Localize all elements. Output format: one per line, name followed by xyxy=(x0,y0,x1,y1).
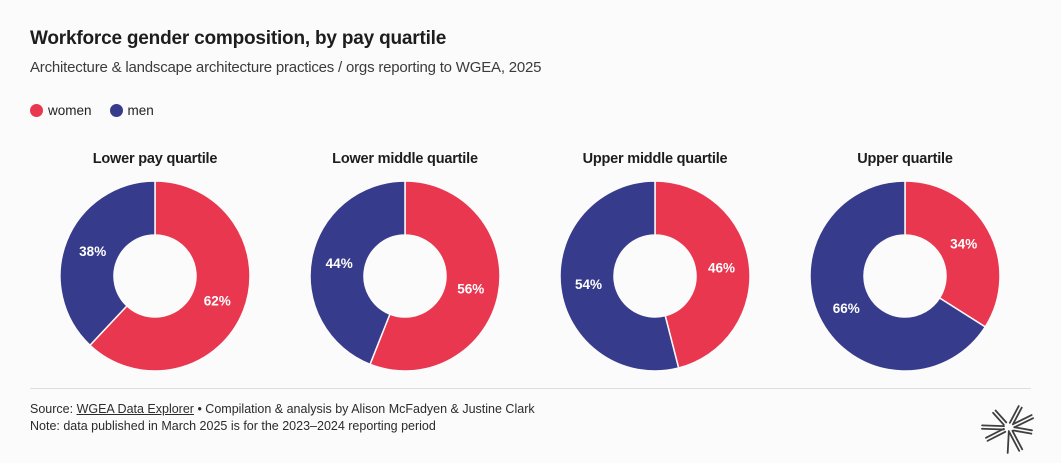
legend-label-men: men xyxy=(127,103,154,118)
men-legend-dot-icon xyxy=(109,104,123,117)
legend-item-men: men xyxy=(109,103,154,118)
men-percent-label: 44% xyxy=(326,256,353,271)
women-slice xyxy=(654,180,751,369)
source-credit: Compilation & analysis by Alison McFadye… xyxy=(205,402,535,416)
women-slice xyxy=(89,180,251,372)
footer-divider xyxy=(30,388,1031,389)
legend-item-women: women xyxy=(30,103,92,118)
donut-chart-block: Upper middle quartile 46% 54% xyxy=(530,150,780,372)
donut-title: Lower pay quartile xyxy=(92,151,218,167)
donut-title: Upper quartile xyxy=(857,151,953,167)
donut-charts-row: Lower pay quartile 62% 38% Lower middle qua… xyxy=(30,150,1031,372)
donut-chart: 56% 44% xyxy=(309,180,501,372)
donut-chart: 46% 54% xyxy=(559,180,751,372)
donut-chart: 34% 66% xyxy=(809,180,1001,372)
parlour-logo-icon xyxy=(981,405,1035,454)
men-percent-label: 54% xyxy=(575,277,602,292)
men-slice xyxy=(809,180,986,372)
donut-chart: 62% 38% xyxy=(59,180,251,372)
source-link[interactable]: WGEA Data Explorer xyxy=(76,402,194,416)
women-slice xyxy=(369,180,501,372)
women-percent-label: 56% xyxy=(457,281,484,296)
donut-chart-block: Upper quartile 34% 66% xyxy=(780,150,1030,372)
women-legend-dot-icon xyxy=(30,104,43,117)
women-percent-label: 34% xyxy=(950,236,977,251)
source-prefix: Source: xyxy=(30,402,77,416)
legend-label-women: women xyxy=(48,103,92,118)
footer: Source: WGEA Data Explorer • Compilation… xyxy=(30,401,535,435)
legend: women men xyxy=(30,103,154,118)
women-percent-label: 46% xyxy=(708,260,735,275)
men-slice xyxy=(559,180,680,372)
note-line: Note: data published in March 2025 is fo… xyxy=(30,419,436,433)
donut-title: Upper middle quartile xyxy=(582,151,728,167)
donut-chart-block: Lower pay quartile 62% 38% xyxy=(30,150,280,372)
chart-subtitle: Architecture & landscape architecture pr… xyxy=(30,59,542,76)
men-slice xyxy=(309,180,406,366)
men-percent-label: 38% xyxy=(79,244,106,259)
donut-title: Lower middle quartile xyxy=(332,151,478,167)
source-separator: • xyxy=(193,402,206,416)
women-slice xyxy=(904,180,1001,328)
chart-title: Workforce gender composition, by pay qua… xyxy=(30,28,447,49)
source-line: Source: WGEA Data Explorer • Compilation… xyxy=(30,401,535,418)
men-percent-label: 66% xyxy=(833,301,860,316)
men-slice xyxy=(59,180,156,346)
donut-chart-block: Lower middle quartile 56% 44% xyxy=(280,150,530,372)
women-percent-label: 62% xyxy=(204,293,231,308)
